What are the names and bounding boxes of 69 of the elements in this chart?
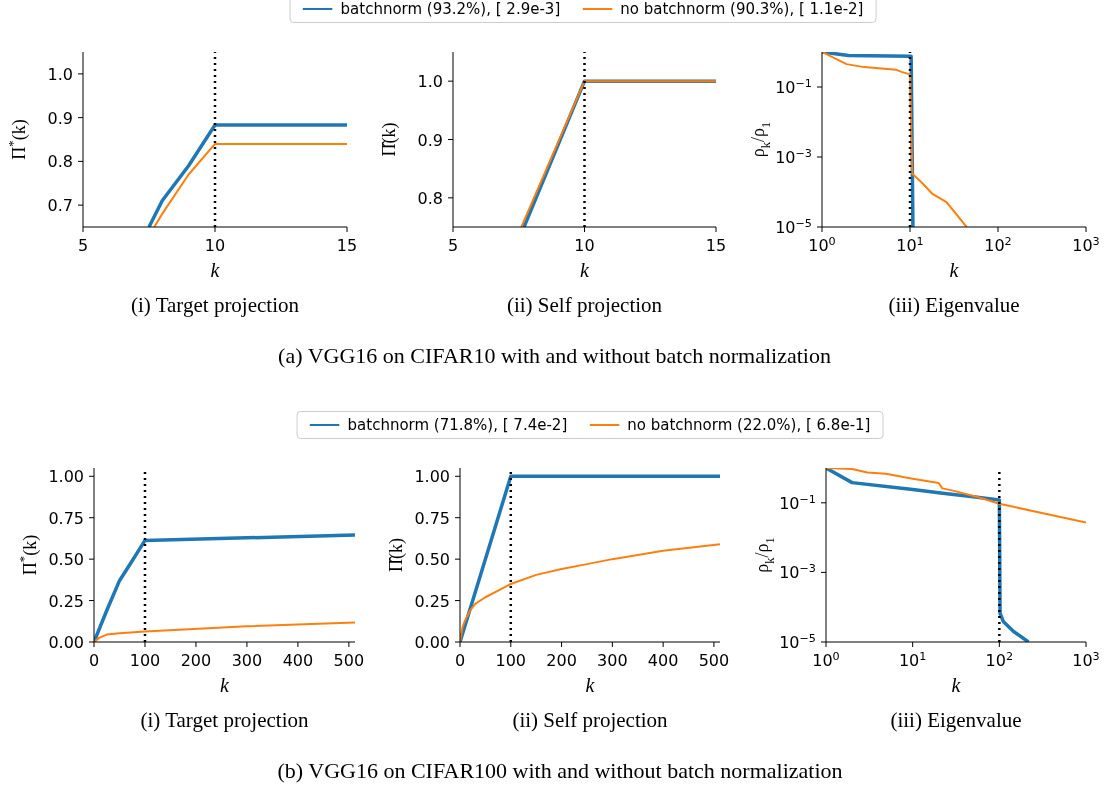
- x-tick-label: 0: [88, 651, 100, 670]
- y-tick-label: 10$^{−3}$: [779, 561, 816, 583]
- x-tick-label: 15: [705, 236, 727, 255]
- x-tick-label: 10$^{0}$: [812, 649, 840, 670]
- y-tick-label: 1.0: [417, 72, 443, 92]
- y-axis-title: Π̂(k): [386, 538, 408, 572]
- legend-label: no batchnorm (22.0%), [ 6.8e-1]: [627, 416, 871, 434]
- y-tick-label: 1.00: [48, 467, 84, 487]
- x-tick-label: 10: [574, 236, 595, 255]
- x-tick-label: 500: [698, 651, 730, 670]
- x-tick-label: 400: [647, 651, 679, 670]
- x-tick-label: 15: [336, 236, 358, 255]
- x-tick-label: 10$^{2}$: [985, 649, 1014, 670]
- text: (iii) Eigenvalue: [887, 293, 1021, 318]
- x-tick-label: 10$^{0}$: [808, 234, 836, 255]
- x-tick-label: 10$^{1}$: [896, 234, 924, 255]
- x-tick-label: 10$^{2}$: [984, 234, 1012, 255]
- y-tick-label: 0.9: [417, 130, 443, 150]
- y-tick-label: 0.25: [48, 591, 84, 611]
- x-tick-label: 400: [282, 651, 314, 670]
- x-axis-title: k: [580, 259, 591, 281]
- y-tick-label: 10$^{−5}$: [779, 631, 816, 652]
- y-tick-label: 0.75: [414, 508, 450, 528]
- y-tick-label: 0.25: [414, 591, 450, 611]
- text: (ii) Self projection: [511, 708, 669, 733]
- legend-label: batchnorm (71.8%), [ 7.4e-2]: [347, 416, 568, 434]
- x-tick-label: 100: [129, 651, 161, 670]
- y-tick-label: 1.00: [414, 467, 450, 487]
- y-tick-label: 0.50: [414, 550, 450, 570]
- x-tick-label: 10: [204, 236, 226, 255]
- y-tick-label: 10$^{−3}$: [775, 146, 812, 167]
- x-tick-label: 500: [333, 651, 365, 670]
- y-tick-label: 1.0: [47, 64, 73, 84]
- y-tick-label: 0.8: [417, 188, 443, 208]
- x-tick-label: 100: [495, 651, 527, 670]
- x-tick-label: 200: [546, 651, 577, 670]
- text: (i) Target projection: [139, 708, 310, 733]
- y-tick-label: 0.00: [414, 633, 450, 652]
- y-tick-label: 0.50: [48, 550, 84, 570]
- y-tick-label: 0.9: [47, 108, 73, 128]
- x-tick-label: 5: [447, 236, 459, 255]
- y-tick-label: 10$^{−1}$: [775, 76, 812, 97]
- legend-label: no batchnorm (90.3%), [ 1.1e-2]: [620, 0, 864, 18]
- y-tick-label: 0.00: [48, 633, 84, 652]
- y-tick-label: 10$^{−5}$: [775, 216, 812, 237]
- y-tick-label: 0.75: [48, 508, 84, 528]
- x-axis-title: k: [951, 674, 962, 696]
- text: (ii) Self projection: [505, 293, 664, 318]
- text: (b) VGG16 on CIFAR100 with and without batch normalization: [277, 758, 843, 784]
- x-axis-title: k: [949, 259, 960, 281]
- text: (iii) Eigenvalue: [889, 708, 1023, 733]
- x-tick-label: 200: [180, 651, 212, 670]
- x-axis-title: k: [210, 259, 221, 281]
- x-tick-label: 10$^{1}$: [898, 649, 927, 670]
- x-tick-label: 5: [77, 236, 89, 255]
- x-tick-label: 300: [231, 651, 263, 670]
- text: (a) VGG16 on CIFAR10 with and without batch normalization: [278, 343, 831, 369]
- x-axis-title: k: [220, 674, 231, 696]
- x-axis-title: k: [585, 674, 596, 696]
- x-tick-label: 10$^{3}$: [1072, 234, 1100, 255]
- text: (i) Target projection: [130, 293, 300, 318]
- x-tick-label: 0: [454, 651, 466, 670]
- x-tick-label: 300: [597, 651, 628, 670]
- y-axis-title: Π̂(k): [379, 122, 401, 157]
- y-tick-label: 10$^{−1}$: [779, 492, 816, 513]
- x-tick-label: 10$^{3}$: [1072, 649, 1100, 670]
- y-tick-label: 0.8: [47, 152, 73, 172]
- y-tick-label: 0.7: [47, 196, 73, 216]
- legend-label: batchnorm (93.2%), [ 2.9e-3]: [340, 0, 561, 18]
